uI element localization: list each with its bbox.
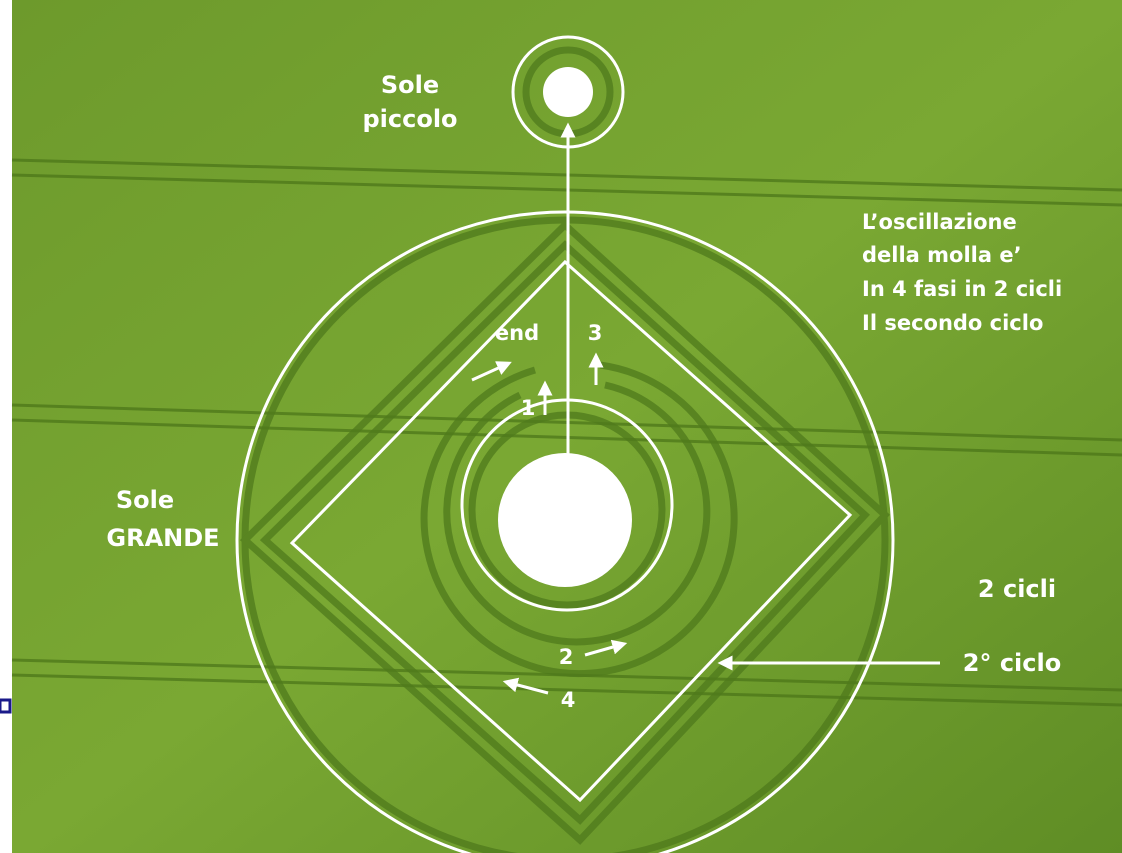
label: piccolo: [362, 105, 457, 133]
marker: 2: [559, 645, 574, 669]
label: 2 cicli: [978, 575, 1056, 603]
photo: [0, 0, 1122, 853]
label: Sole: [381, 71, 439, 99]
annotated-photo: Sole piccolo Sole GRANDE L’oscillazione …: [0, 0, 1122, 853]
label: 2° ciclo: [963, 649, 1061, 677]
label: GRANDE: [106, 524, 219, 552]
marker: 1: [521, 396, 536, 420]
marker: end: [495, 321, 539, 345]
marker: 4: [561, 688, 576, 712]
note-line: In 4 fasi in 2 cicli: [862, 277, 1062, 301]
label: Sole: [116, 486, 174, 514]
marker: 3: [588, 321, 603, 345]
note-line: Il secondo ciclo: [862, 311, 1043, 335]
note-line: L’oscillazione: [862, 210, 1017, 234]
note-line: della molla e’: [862, 243, 1022, 267]
